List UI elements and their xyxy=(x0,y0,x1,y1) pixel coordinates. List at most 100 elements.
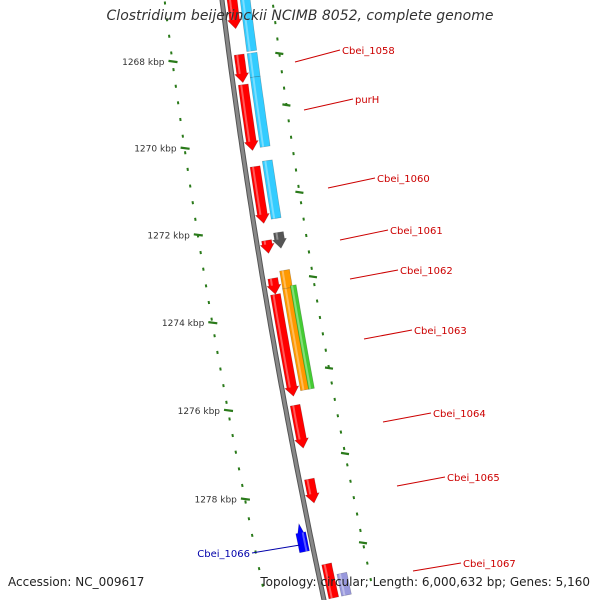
gene-label: Cbei_1060 xyxy=(377,174,430,185)
outer-scale-dot xyxy=(324,348,327,352)
forward-cds xyxy=(266,277,282,295)
gene-leader-line xyxy=(294,49,341,63)
scale-ticks: 1268 kbp 1270 kbp 1272 kbp 1274 kbp 1276 kbp… xyxy=(122,1,373,587)
outer-scale-dot xyxy=(307,250,311,254)
outer-scale-dot xyxy=(336,414,340,418)
scale-tick xyxy=(208,321,218,325)
inner-scale-dot xyxy=(194,217,197,221)
outer-scale-dot xyxy=(310,266,313,270)
forward-cds-highlight xyxy=(292,405,301,440)
cog-category-feature-highlight xyxy=(284,288,305,391)
gene-leader-line xyxy=(412,562,462,572)
outer-scale-tick xyxy=(358,541,368,545)
reverse-cds-highlight xyxy=(301,532,308,552)
forward-cds xyxy=(270,293,300,397)
inner-scale-dot xyxy=(250,533,254,538)
forward-cds-highlight xyxy=(229,0,234,21)
gene-leader-line xyxy=(339,229,389,241)
forward-cds xyxy=(237,83,259,151)
outer-scale-dot xyxy=(313,283,316,287)
outer-scale-dot xyxy=(315,299,319,303)
outer-scale-dot xyxy=(339,430,343,434)
inner-scale-dot xyxy=(241,483,244,488)
gene-leader-line xyxy=(363,329,413,340)
topology-label: Topology: circular; Length: 6,000,632 bp… xyxy=(260,575,590,589)
forward-cds xyxy=(321,562,340,600)
forward-cds-highlight xyxy=(252,166,262,215)
outer-scale-dot xyxy=(346,463,349,467)
gene-label: Cbei_1061 xyxy=(390,226,443,237)
outer-scale-dot xyxy=(305,233,308,238)
gene-leader-line xyxy=(327,177,376,189)
outer-scale-tick xyxy=(295,190,304,194)
inner-scale-dot xyxy=(228,417,231,421)
forward-cds xyxy=(289,403,309,449)
scale-tick-label: 1274 kbp xyxy=(162,319,205,329)
gene-label: Cbei_1058 xyxy=(342,46,395,57)
scale-tick-label: 1268 kbp xyxy=(122,58,165,68)
inner-scale-dot xyxy=(237,467,241,471)
outer-scale-tick xyxy=(282,103,291,107)
gene-label: Cbei_1064 xyxy=(433,409,486,420)
forward-cds xyxy=(259,239,275,254)
forward-cds-highlight xyxy=(269,278,273,286)
forward-cds-highlight xyxy=(306,479,312,495)
gene-leader-line xyxy=(396,476,446,487)
outer-scale-dot xyxy=(330,381,333,385)
inner-scale-dot xyxy=(213,334,216,338)
outer-scale-dot xyxy=(302,217,305,221)
inner-scale-dot xyxy=(199,250,202,255)
gene-leader-line xyxy=(382,412,432,423)
inner-scale-dot xyxy=(225,400,228,404)
forward-cds xyxy=(226,0,243,30)
inner-scale-dot xyxy=(210,317,213,321)
accession-label: Accession: NC_009617 xyxy=(8,575,145,589)
scale-tick-label: 1272 kbp xyxy=(147,231,190,241)
gene-leader-line xyxy=(251,544,301,554)
outer-scale-tick xyxy=(275,51,284,56)
inner-scale-dot xyxy=(231,433,234,438)
inner-scale-dot xyxy=(207,300,211,305)
cog-category-feature xyxy=(271,231,287,249)
inner-scale-dot xyxy=(216,350,219,355)
cog-category-feature-highlight xyxy=(275,232,279,240)
gene-label-reverse: Cbei_1066 xyxy=(197,549,250,560)
gene-label: purH xyxy=(355,95,379,106)
inner-scale-dot xyxy=(204,284,208,288)
backbone xyxy=(219,0,327,600)
forward-cds xyxy=(233,53,250,84)
forward-cds-highlight xyxy=(323,564,333,599)
inner-scale-dot xyxy=(234,450,238,454)
inner-scale-dot xyxy=(247,517,251,521)
outer-scale-dot xyxy=(352,495,356,500)
cog-category-feature xyxy=(289,284,315,390)
outer-scale-tick xyxy=(308,275,318,279)
scale-tick-label: 1276 kbp xyxy=(178,407,221,417)
gene-leader-line xyxy=(303,98,354,111)
outer-scale-tick xyxy=(340,451,350,456)
outer-scale-dot xyxy=(299,201,303,205)
cog-category-feature xyxy=(261,159,282,220)
inner-scale-dot xyxy=(219,367,222,371)
map-title: Clostridium beijerinckii NCIMB 8052, com… xyxy=(106,8,494,24)
gene-label: Cbei_1063 xyxy=(414,326,467,337)
cog-category-feature-highlight xyxy=(242,0,251,52)
gene-label: Cbei_1067 xyxy=(463,559,516,570)
cog-category-feature xyxy=(239,0,258,52)
scale-tick-label: 1278 kbp xyxy=(194,496,237,506)
scale-tick xyxy=(193,233,203,237)
cog-category-feature-highlight xyxy=(252,76,265,148)
forward-cds xyxy=(304,477,320,504)
forward-cds-highlight xyxy=(236,54,241,75)
inner-scale-dot xyxy=(202,267,205,271)
inner-scale-dot xyxy=(222,384,225,388)
outer-scale-dot xyxy=(355,512,359,516)
outer-scale-tick xyxy=(324,366,334,370)
scale-tick xyxy=(223,408,234,413)
cog-category-feature xyxy=(249,75,271,148)
outer-scale-dot xyxy=(362,545,366,549)
gene-leader-line xyxy=(349,269,399,280)
forward-cds-highlight xyxy=(272,294,291,388)
